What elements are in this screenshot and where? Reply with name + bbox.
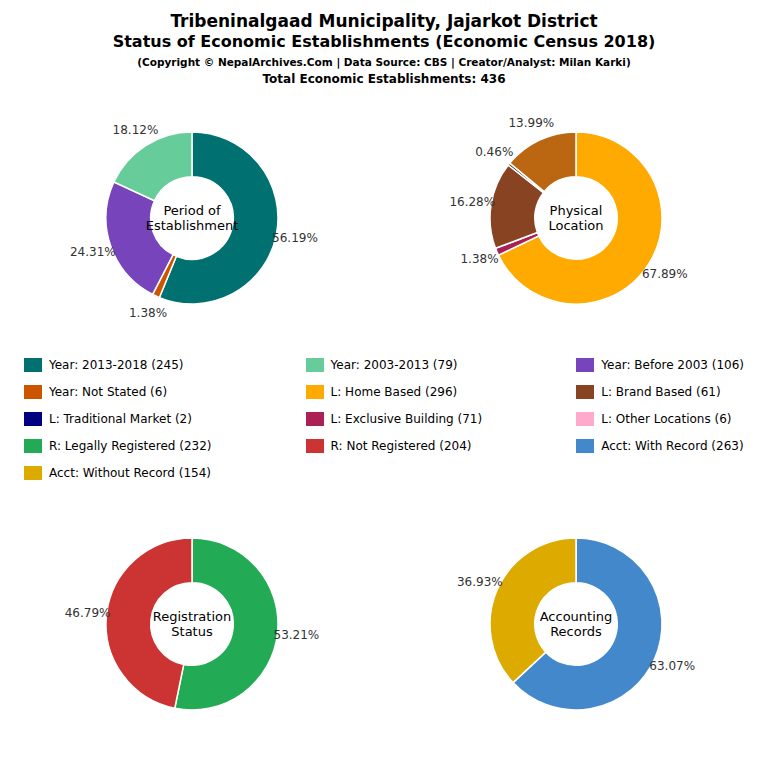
html-text:Period of Establishment: Period of Establishment bbox=[145, 202, 239, 234]
html-text:Year: Before 2003 (106): Year: Before 2003 (106) bbox=[601, 357, 744, 372]
html-text:Year: 2013-2018 (245): Year: 2013-2018 (245) bbox=[49, 357, 184, 372]
svg-text:1.38%: 1.38% bbox=[460, 252, 498, 266]
html-text:Year: 2003-2013 (79): Year: 2003-2013 (79) bbox=[330, 357, 458, 372]
svg-text:56.19%: 56.19% bbox=[272, 232, 318, 246]
html-text:Registration Status: Registration Status bbox=[152, 608, 232, 640]
html-text:L: Traditional Market (2): L: Traditional Market (2) bbox=[49, 411, 192, 426]
svg-text:67.89%: 67.89% bbox=[642, 267, 688, 281]
html-text:Tribeninalgaad Municipality, J: Tribeninalgaad Municipality, Jajarkot Di… bbox=[170, 11, 598, 31]
html-text:Acct: Without Record (154): Acct: Without Record (154) bbox=[49, 465, 211, 480]
svg-text:0.46%: 0.46% bbox=[475, 145, 513, 159]
svg-text:13.99%: 13.99% bbox=[508, 116, 554, 130]
svg-text:46.79%: 46.79% bbox=[65, 607, 111, 621]
html-text:(Copyright © NepalArchives.Com: (Copyright © NepalArchives.Com | Data So… bbox=[137, 55, 631, 68]
html-text:Physical Location: Physical Location bbox=[548, 202, 604, 234]
svg-text:24.31%: 24.31% bbox=[70, 245, 116, 259]
html-text:L: Brand Based (61): L: Brand Based (61) bbox=[601, 384, 721, 399]
svg-text:36.93%: 36.93% bbox=[457, 575, 503, 589]
html-text:Accounting Records: Accounting Records bbox=[539, 608, 613, 640]
svg-text:53.21%: 53.21% bbox=[274, 628, 320, 642]
svg-text:16.28%: 16.28% bbox=[449, 195, 495, 209]
html-text:R: Not Registered (204): R: Not Registered (204) bbox=[330, 438, 472, 453]
svg-text:18.12%: 18.12% bbox=[113, 123, 159, 137]
html-text:Year: Not Stated (6): Year: Not Stated (6) bbox=[49, 384, 168, 399]
html-text:L: Exclusive Building (71): L: Exclusive Building (71) bbox=[330, 411, 483, 426]
html-text:Total Economic Establishments:: Total Economic Establishments: 436 bbox=[262, 72, 506, 87]
html-text:R: Legally Registered (232): R: Legally Registered (232) bbox=[49, 438, 212, 453]
html-text:Acct: With Record (263): Acct: With Record (263) bbox=[601, 438, 744, 453]
svg-text:1.38%: 1.38% bbox=[129, 307, 167, 321]
html-text:L: Other Locations (6): L: Other Locations (6) bbox=[601, 411, 732, 426]
html-text:Status of Economic Establishme: Status of Economic Establishments (Econo… bbox=[112, 32, 656, 52]
svg-text:63.07%: 63.07% bbox=[649, 659, 695, 673]
html-text:L: Home Based (296): L: Home Based (296) bbox=[330, 384, 458, 399]
